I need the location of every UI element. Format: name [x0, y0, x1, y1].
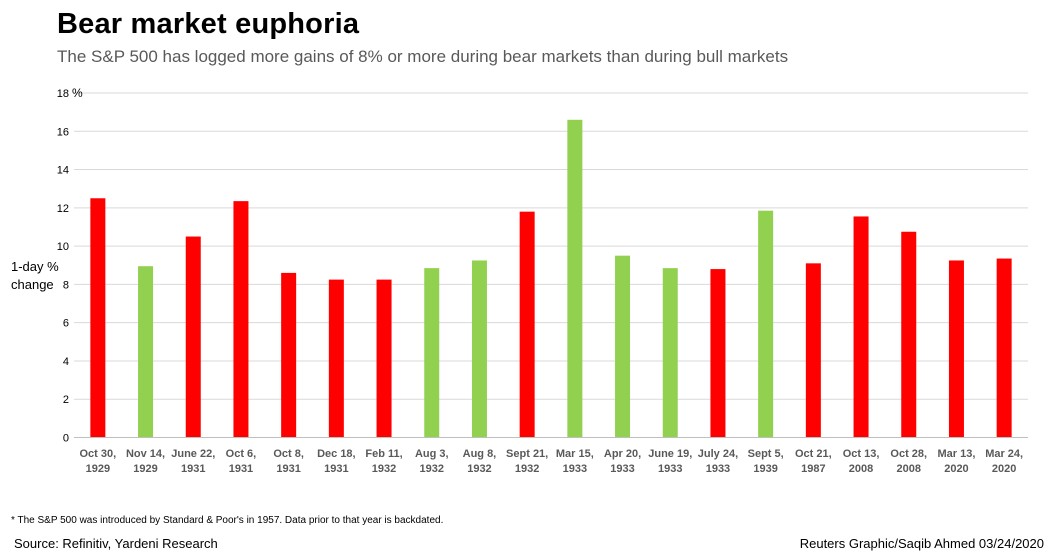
bar	[805, 263, 821, 438]
x-tick-label: Oct 8, 1931	[273, 448, 304, 475]
bar	[424, 268, 440, 438]
y-tick-label: 12	[57, 203, 69, 215]
bar	[758, 210, 774, 438]
bar	[662, 268, 678, 438]
x-tick-label: June 19, 1933	[648, 448, 692, 475]
y-unit-label: %	[72, 86, 83, 100]
y-tick-label: 6	[63, 318, 69, 330]
x-tick-label: Mar 15, 1933	[556, 448, 594, 475]
bar	[328, 279, 344, 438]
x-tick-label: Oct 30, 1929	[80, 448, 117, 475]
bar	[853, 216, 869, 438]
x-tick-label: Mar 13, 2020	[937, 448, 975, 475]
bar	[185, 236, 201, 438]
x-tick-label: Dec 18, 1931	[317, 448, 356, 475]
y-axis-label-line-1: 1-day %	[11, 259, 59, 274]
y-axis-label-line-2: change	[11, 277, 54, 292]
credit-note: Reuters Graphic/Saqib Ahmed 03/24/2020	[799, 536, 1044, 551]
bar	[471, 260, 487, 438]
x-tick-label: Mar 24, 2020	[985, 448, 1023, 475]
y-tick-label: 18	[57, 88, 69, 100]
x-tick-label: Oct 13, 2008	[843, 448, 880, 475]
bar	[519, 211, 535, 438]
bar	[948, 260, 964, 438]
source-note: Source: Refinitiv, Yardeni Research	[14, 536, 218, 551]
y-axis-label: 1-day % change	[11, 258, 71, 294]
y-tick-label: 8	[63, 279, 69, 291]
bar	[996, 258, 1012, 438]
bar	[281, 272, 297, 438]
x-tick-label: Aug 3, 1932	[415, 448, 449, 475]
x-tick-label: June 22, 1931	[171, 448, 215, 475]
bar	[901, 231, 917, 438]
bar	[567, 119, 583, 438]
bar	[710, 269, 726, 438]
x-tick-label: Aug 8, 1932	[463, 448, 497, 475]
x-tick-label: Oct 21, 1987	[795, 448, 832, 475]
y-tick-label: 16	[57, 126, 69, 138]
bar	[138, 266, 154, 438]
x-tick-label: Sept 21, 1932	[506, 448, 548, 475]
x-tick-label: Feb 11, 1932	[365, 448, 402, 475]
x-tick-label: Apr 20, 1933	[604, 448, 641, 475]
y-tick-label: 4	[63, 356, 69, 368]
x-tick-label: Sept 5, 1939	[748, 448, 784, 475]
y-tick-label: 10	[57, 241, 69, 253]
x-tick-label: Oct 28, 2008	[890, 448, 927, 475]
y-tick-label: 14	[57, 165, 69, 177]
footnote: * The S&P 500 was introduced by Standard…	[11, 515, 444, 526]
bar	[233, 201, 249, 438]
y-tick-label: 0	[63, 433, 69, 445]
bar	[376, 279, 392, 438]
y-tick-label: 2	[63, 394, 69, 406]
chart-title: Bear market euphoria	[57, 8, 360, 40]
x-tick-label: Nov 14, 1929	[126, 448, 165, 475]
x-tick-label: July 24, 1933	[698, 448, 738, 475]
chart-subtitle: The S&P 500 has logged more gains of 8% …	[57, 47, 789, 66]
bar	[90, 198, 106, 438]
bar	[615, 255, 631, 438]
x-tick-label: Oct 6, 1931	[226, 448, 257, 475]
